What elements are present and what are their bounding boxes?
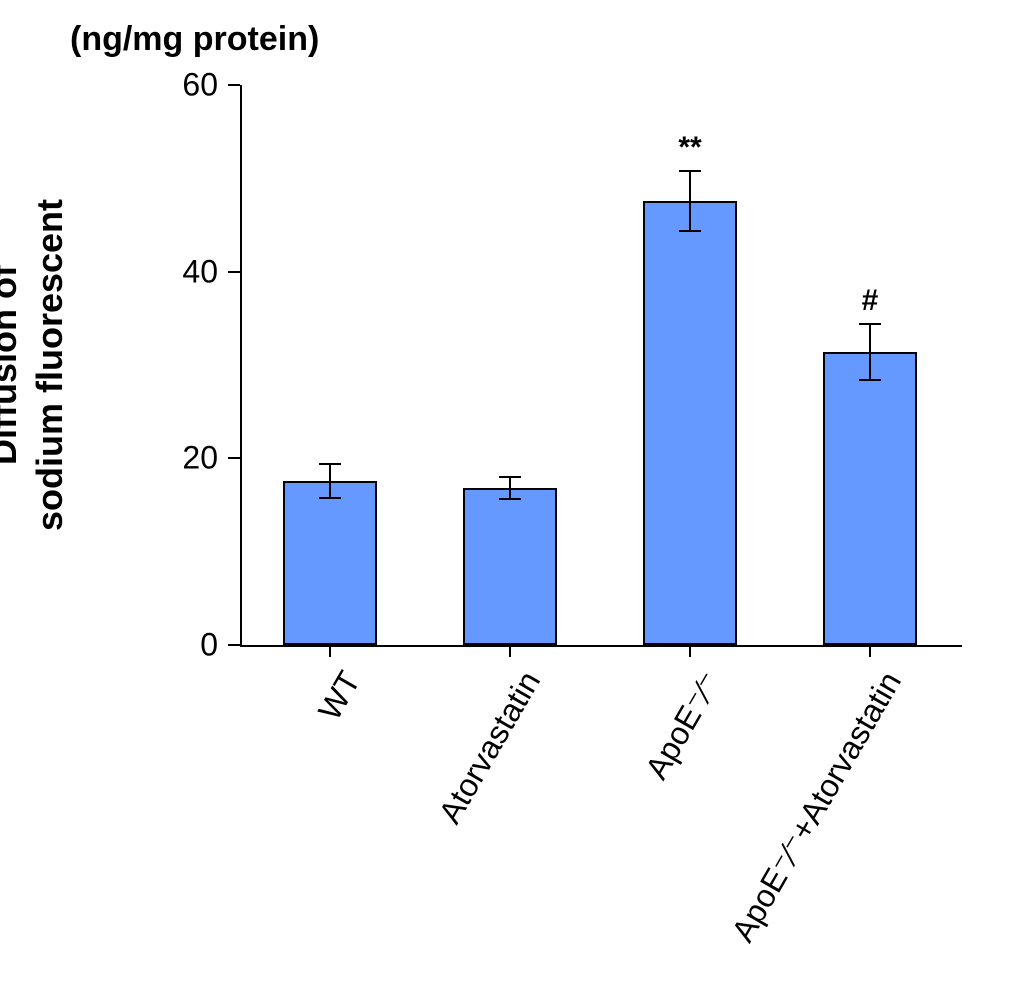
y-tick: [228, 271, 240, 273]
x-category-label: Atorvastatin: [432, 665, 549, 830]
error-bar-cap: [679, 170, 701, 172]
chart-title: (ng/mg protein): [70, 20, 319, 59]
significance-annotation: **: [678, 131, 701, 165]
error-bar-stem: [689, 171, 691, 231]
y-tick-label: 60: [0, 67, 218, 104]
error-bar-cap: [859, 323, 881, 325]
y-tick-label: 0: [0, 627, 218, 664]
bar: [823, 352, 917, 645]
y-tick-label: 20: [0, 440, 218, 477]
error-bar-cap: [679, 230, 701, 232]
y-axis-label-line1: Diffusion of: [0, 265, 25, 465]
error-bar-cap: [499, 476, 521, 478]
bar: [463, 488, 557, 645]
bar: [643, 201, 737, 645]
x-tick: [329, 645, 331, 657]
x-category-label: WT: [311, 665, 368, 727]
error-bar-cap: [859, 379, 881, 381]
y-tick: [228, 84, 240, 86]
x-tick: [869, 645, 871, 657]
significance-annotation: #: [862, 284, 879, 318]
bar: [283, 481, 377, 645]
x-tick: [509, 645, 511, 657]
x-tick: [689, 645, 691, 657]
y-axis-label-line2: sodium fluorescent: [29, 199, 71, 531]
chart-stage: (ng/mg protein) sodium fluorescentDiffusi…: [0, 0, 1020, 994]
error-bar-stem: [509, 477, 511, 499]
error-bar-cap: [499, 498, 521, 500]
x-category-label: ApoE⁻⁄⁻: [637, 665, 729, 786]
error-bar-cap: [319, 463, 341, 465]
y-tick-label: 40: [0, 253, 218, 290]
y-tick: [228, 457, 240, 459]
error-bar-stem: [329, 464, 331, 498]
x-category-label: ApoE⁻⁄⁻+Atorvastatin: [723, 665, 908, 948]
error-bar-stem: [869, 324, 871, 380]
y-tick: [228, 644, 240, 646]
error-bar-cap: [319, 497, 341, 499]
